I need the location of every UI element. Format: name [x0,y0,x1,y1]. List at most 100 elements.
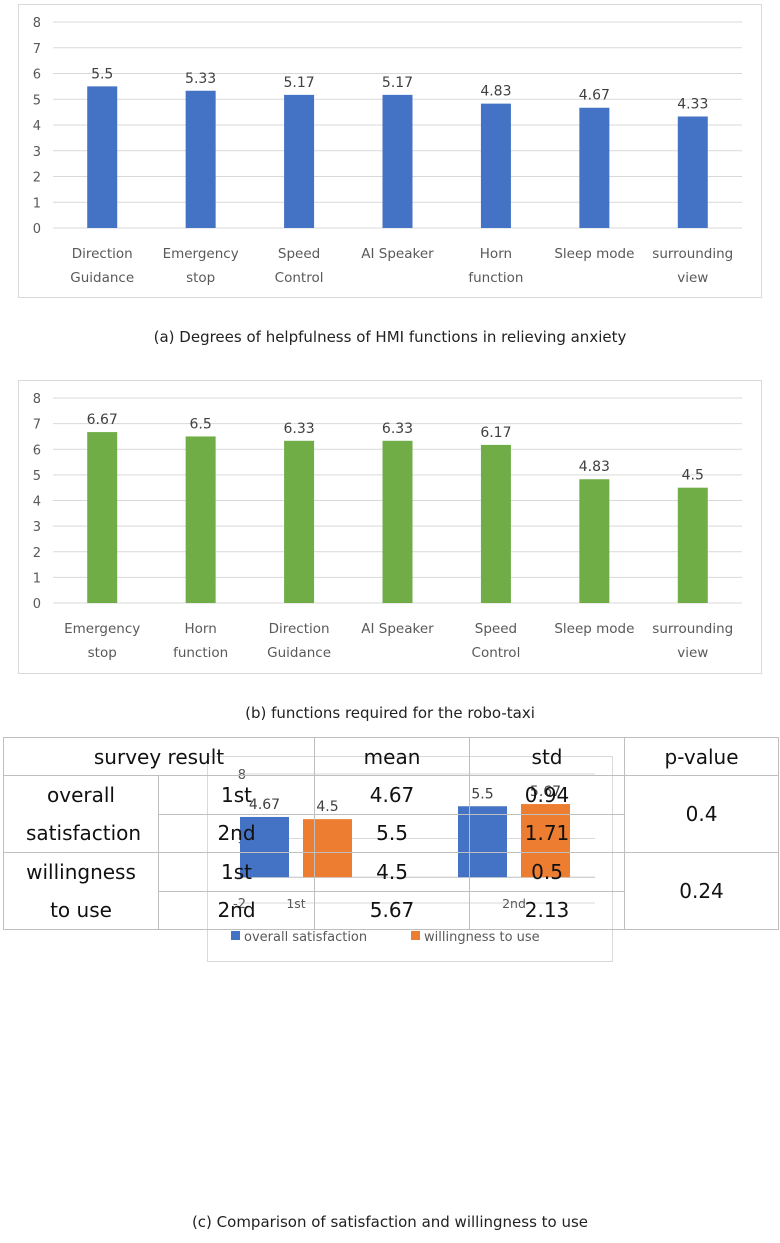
chart-a-category-label: view [677,270,708,286]
chart-b-category-label: Sleep mode [554,621,634,637]
chart-b-category-label: stop [88,645,117,661]
group-label-text: overall satisfaction [26,783,142,845]
chart-b-ytick-label: 7 [33,418,41,433]
header-pvalue: p-value [624,737,780,776]
chart-a-category-label: Speed [278,246,320,262]
group-label-overall-satisfaction: overall satisfaction [3,775,159,853]
chart-b-category-label: AI Speaker [361,621,434,637]
chart-a-ytick-label: 3 [33,145,41,160]
chart-c-legend-swatch [231,931,240,940]
pvalue-cell: 0.4 [624,775,780,853]
header-mean: mean [314,737,471,776]
chart-a-category-label: Emergency [163,246,239,262]
round-cell: 1st [157,852,316,892]
table-row: 2nd 5.5 1.71 [4,813,779,853]
survey-result-table: survey result mean std p-value overall s… [2,737,780,930]
mean-cell: 4.67 [314,775,471,815]
chart-a-category-label: stop [186,270,215,286]
chart-a-ytick-label: 8 [33,16,41,31]
chart-b-ytick-label: 6 [33,443,41,458]
chart-b-bar [480,444,511,603]
table-row: willingness to use 1st 4.5 0.5 0.24 [3,852,780,930]
chart-a-caption: (a) Degrees of helpfulness of HMI functi… [153,328,627,346]
chart-a-data-label: 5.5 [91,66,113,82]
chart-b-data-label: 6.5 [190,416,212,432]
chart-b-category-label: Horn [185,621,217,637]
chart-c-legend-swatch [411,931,420,940]
mean-cell: 5.5 [314,813,471,853]
chart-a-bar [480,103,511,228]
chart-b-data-label: 6.33 [382,421,413,437]
chart-b-category-label: Control [472,645,521,661]
chart-a-bar [677,116,708,228]
chart-b-bar [87,432,118,603]
chart-b-category-label: surrounding [652,621,733,637]
chart-c-caption: (c) Comparison of satisfaction and willi… [191,1213,589,1231]
chart-b-category-label: Guidance [267,645,331,661]
chart-b-data-label: 6.33 [283,421,314,437]
chart-a-data-label: 5.33 [185,71,216,87]
chart-a-bar [579,107,610,228]
chart-b-data-label: 4.83 [579,459,610,475]
group-label-willingness-to-use: willingness to use [3,852,159,930]
chart-a-bar [284,94,315,228]
chart-b-ytick-label: 5 [33,469,41,484]
chart-b-bar [579,479,610,603]
chart-b-ytick-label: 4 [33,495,41,510]
chart-a-data-label: 4.83 [480,84,511,100]
chart-a-ytick-label: 6 [33,68,41,83]
chart-a-data-label: 4.33 [677,97,708,113]
chart-b-category-label: Direction [269,621,330,637]
chart-b-ytick-label: 8 [33,392,41,407]
chart-a-data-label: 5.17 [283,75,314,91]
chart-a: 0 1 2 3 4 5 6 7 8 5.5 Direction Guidance 5.33 Emergen… [33,16,742,286]
chart-b-category-label: view [677,645,708,661]
chart-b: 0 1 2 3 4 5 6 7 8 6.67 Emergency stop 6.5 Horn functio… [33,392,742,661]
chart-a-category-label: Horn [480,246,512,262]
chart-a-ytick-label: 1 [33,196,41,211]
mean-cell: 4.5 [314,852,471,892]
chart-a-category-label: AI Speaker [361,246,434,262]
pvalue-cell: 0.24 [624,852,780,930]
chart-b-caption: (b) functions required for the robo-taxi [245,704,535,722]
chart-b-data-label: 6.17 [480,425,511,441]
chart-a-ytick-label: 0 [33,222,41,237]
chart-b-ytick-label: 0 [33,597,41,612]
chart-a-category-label: Sleep mode [554,246,634,262]
chart-b-category-label: function [173,645,228,661]
chart-a-ytick-label: 2 [33,171,41,186]
std-cell: 1.71 [469,813,626,853]
chart-c-legend-label: willingness to use [424,930,540,945]
chart-a-bar [87,86,118,228]
round-cell: 2nd [157,890,316,930]
chart-a-category-label: function [468,270,523,286]
chart-a-data-label: 4.67 [579,88,610,104]
chart-b-bar [382,440,413,603]
chart-c-legend-label: overall satisfaction [244,930,367,945]
table-header-row: survey result mean std p-value [2,737,780,776]
chart-b-ytick-label: 1 [33,571,41,586]
chart-b-ytick-label: 2 [33,546,41,561]
round-cell: 2nd [157,813,316,853]
header-std: std [469,737,626,776]
chart-b-ytick-label: 3 [33,520,41,535]
header-survey-result: survey result [2,737,316,776]
chart-b-bar [284,440,315,603]
std-cell: 2.13 [469,890,626,930]
chart-a-category-label: Guidance [70,270,134,286]
chart-a-bar [382,94,413,228]
group-label-text: willingness to use [26,860,136,922]
chart-a-bar [185,90,216,228]
std-cell: 0.5 [469,852,626,892]
chart-b-category-label: Speed [475,621,517,637]
chart-b-category-label: Emergency [64,621,140,637]
chart-a-data-label: 5.17 [382,75,413,91]
chart-b-bar [677,487,708,603]
std-cell: 0.94 [469,775,626,815]
chart-a-ytick-label: 4 [33,119,41,134]
round-cell: 1st [157,775,316,815]
chart-b-data-label: 6.67 [87,412,118,428]
chart-b-bar [185,436,216,603]
chart-b-data-label: 4.5 [682,468,704,484]
chart-a-category-label: surrounding [652,246,733,262]
